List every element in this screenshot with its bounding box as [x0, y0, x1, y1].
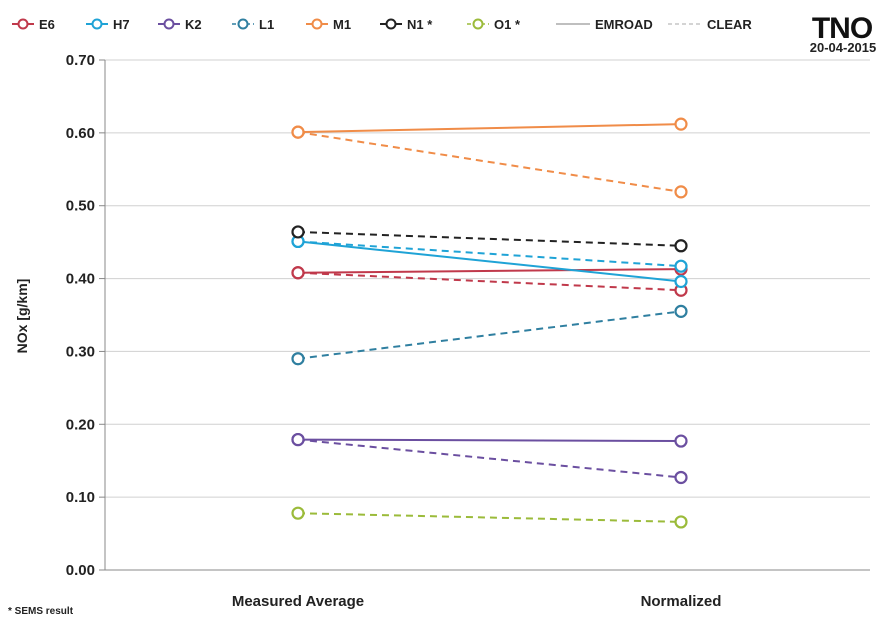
series-line-e6-dashed — [297, 271, 682, 292]
legend-label: O1 * — [494, 17, 521, 32]
data-point-o1 — [674, 515, 688, 529]
data-point-h7 — [674, 274, 688, 289]
data-point-e6 — [291, 266, 305, 280]
y-tick-label: 0.20 — [66, 416, 95, 433]
legend-label: M1 — [333, 17, 351, 32]
data-point-o1 — [291, 506, 305, 520]
legend-label: CLEAR — [707, 17, 752, 32]
x-tick-label: Normalized — [641, 593, 722, 610]
data-point-m1 — [291, 125, 305, 139]
axes: 0.00 0.10 0.20 0.30 0.40 0.50 0.60 0.70 Measured… — [66, 52, 870, 610]
series-lines — [297, 123, 682, 523]
series-line-l1-dashed — [297, 310, 682, 360]
data-point-k2 — [291, 432, 305, 447]
data-point-m1 — [674, 185, 688, 199]
series-line-e6-solid — [297, 268, 682, 274]
y-tick-label: 0.30 — [66, 343, 95, 360]
legend-swatch-marker — [385, 18, 397, 30]
legend-swatch-marker — [91, 18, 103, 30]
data-point-h7 — [674, 259, 688, 273]
footnote: * SEMS result — [8, 606, 74, 617]
series-line-o1-dashed — [297, 512, 682, 523]
y-tick-label: 0.60 — [66, 125, 95, 142]
data-point-m1 — [674, 117, 688, 131]
legend-swatch-marker — [163, 18, 175, 30]
y-tick-label: 0.10 — [66, 489, 95, 506]
logo-mark: TNO — [812, 12, 873, 45]
logo-date: 20-04-2015 — [810, 40, 877, 55]
data-point-k2 — [674, 470, 688, 485]
legend-label: E6 — [39, 17, 55, 32]
legend-swatch-marker — [311, 18, 323, 30]
legend-label: N1 * — [407, 17, 433, 32]
tno-logo: TNO 20-04-2015 — [810, 12, 877, 55]
legend: E6 H7 K2 L1 M1 N1 * O1 * EMROAD CLEAR — [12, 17, 752, 32]
y-tick-label: 0.70 — [66, 52, 95, 69]
series-line-k2-dashed — [297, 438, 682, 479]
legend-label: H7 — [113, 17, 130, 32]
y-tick-label: 0.00 — [66, 562, 95, 579]
x-tick-label: Measured Average — [232, 593, 364, 610]
legend-label: L1 — [259, 17, 274, 32]
series-markers — [291, 117, 688, 529]
y-axis-title: NOx [g/km] — [14, 279, 30, 354]
legend-swatch-marker — [472, 18, 484, 30]
series-line-n1-dashed — [297, 230, 682, 247]
series-line-m1-dashed — [297, 131, 682, 193]
legend-swatch-marker — [17, 18, 29, 30]
gridlines — [105, 59, 870, 498]
legend-label: K2 — [185, 17, 202, 32]
y-tick-label: 0.40 — [66, 271, 95, 288]
legend-swatch-marker — [237, 18, 249, 30]
series-line-h7-dashed — [297, 240, 682, 268]
series-line-m1-solid — [297, 123, 682, 134]
data-point-l1 — [674, 304, 688, 318]
series-line-h7-solid — [297, 240, 682, 283]
y-tick-label: 0.50 — [66, 198, 95, 215]
data-point-n1 — [291, 225, 305, 239]
legend-label: EMROAD — [595, 17, 653, 32]
data-point-n1 — [674, 239, 688, 253]
data-point-k2 — [674, 434, 688, 448]
data-point-l1 — [291, 352, 305, 366]
series-line-k2-solid — [297, 438, 682, 443]
